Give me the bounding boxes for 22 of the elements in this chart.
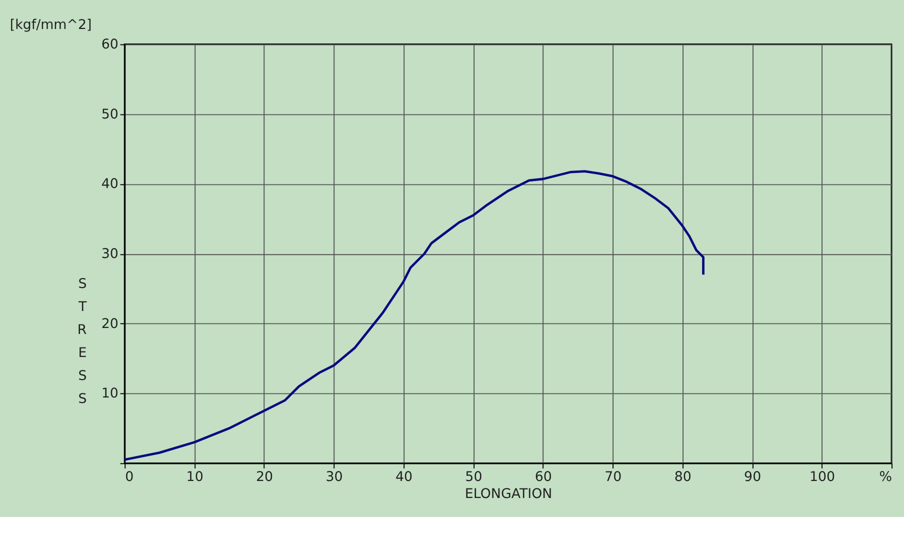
x-tick-label: 10 <box>186 470 204 485</box>
chart-title: [kgf/mm^2] <box>10 18 92 33</box>
line-series <box>123 170 704 461</box>
y-tick-label: 20 <box>101 316 118 332</box>
x-tick-label: 100 <box>810 470 836 485</box>
y-tick-label: 50 <box>101 107 118 122</box>
x-tick-label: 80 <box>674 470 692 485</box>
x-tick-label: 50 <box>465 470 482 485</box>
x-tick-label: 60 <box>534 470 552 485</box>
y-tick-label: 40 <box>101 177 118 192</box>
x-tick-label: 90 <box>744 470 762 485</box>
y-tick-label: 60 <box>101 38 118 53</box>
x-tick-label: 40 <box>395 470 413 485</box>
y-axis-title: STRESS <box>77 277 88 408</box>
y-tick-label: 10 <box>101 386 118 402</box>
x-tick-label: 70 <box>604 470 622 485</box>
x-tick-label: % <box>879 470 892 485</box>
y-tick-label: 30 <box>101 247 118 262</box>
x-tick-label: 0 <box>125 470 134 485</box>
x-axis-title: ELONGATION <box>464 487 552 502</box>
x-tick-label: 20 <box>256 470 274 485</box>
x-tick-label: 30 <box>326 470 343 485</box>
